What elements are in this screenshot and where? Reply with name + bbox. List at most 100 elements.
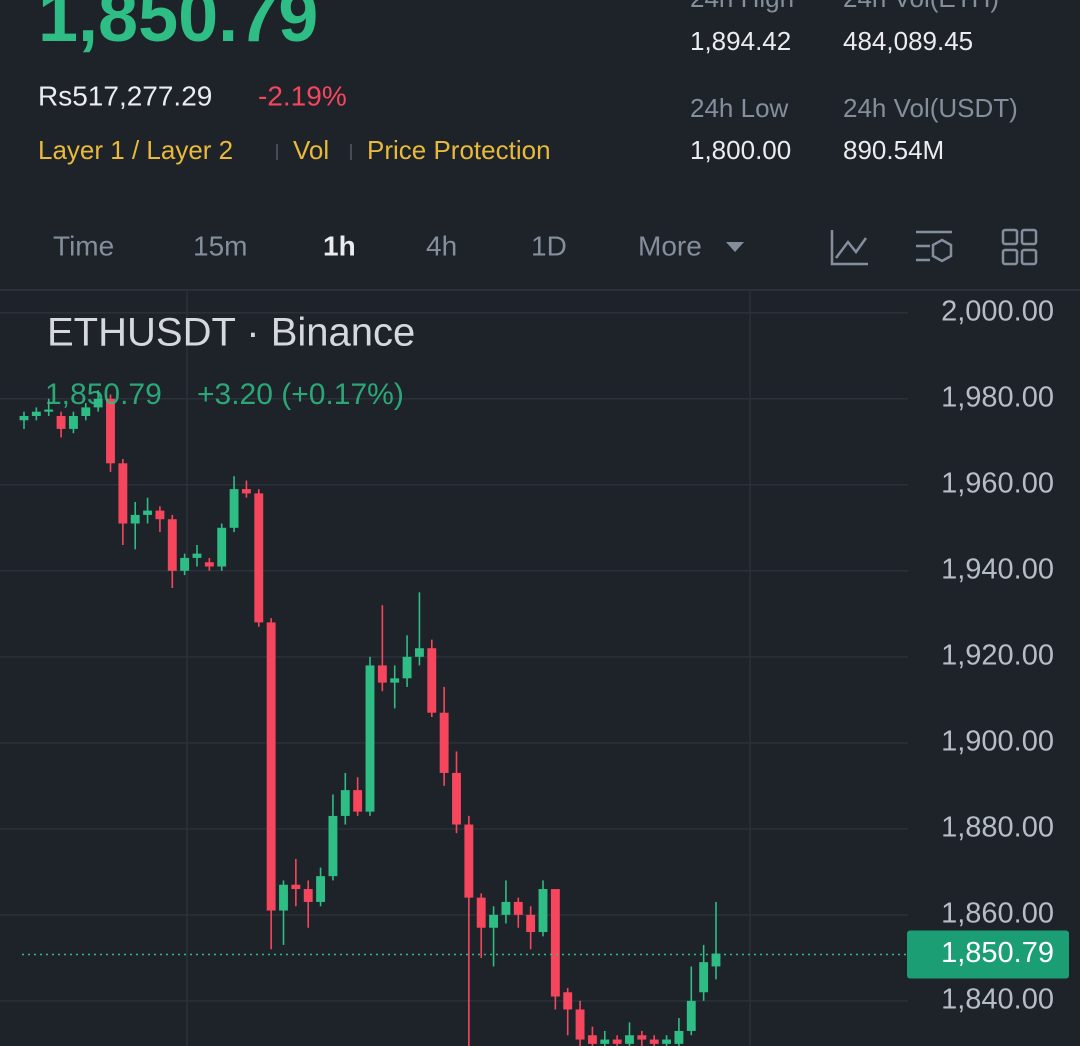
stat-label: 24h Vol(ETH) <box>843 0 999 13</box>
y-tick-label: 1,960.00 <box>941 467 1054 499</box>
candle-body <box>19 416 29 421</box>
candle-body <box>81 407 91 416</box>
indicator-icon[interactable] <box>830 230 868 266</box>
separator <box>350 144 352 160</box>
grid-icon[interactable] <box>1001 228 1019 246</box>
candle-body <box>575 1009 585 1040</box>
candle-body <box>501 901 511 915</box>
tab[interactable]: 1h <box>323 230 356 261</box>
candle-body <box>427 648 437 713</box>
price: 1,850.79 <box>38 0 318 57</box>
candle-body <box>44 409 54 412</box>
y-axis: 2,000.00 1,980.00 1,960.00 1,940.00 1,920.00… <box>907 295 1069 1016</box>
candle-body <box>266 622 276 911</box>
candle-body <box>254 493 264 623</box>
candle-body <box>279 884 288 911</box>
stat-label: 24h High <box>690 0 794 13</box>
candle-body <box>649 1039 659 1044</box>
y-tick-label: 1,860.00 <box>941 897 1054 929</box>
candle-body <box>390 678 400 683</box>
chart-title: ETHUSDT · Binance <box>47 311 415 355</box>
settings-icon[interactable] <box>916 230 952 262</box>
candle-body <box>686 1000 696 1031</box>
candle-body <box>180 557 190 571</box>
candle-body <box>303 889 313 902</box>
toolbar-icons <box>830 228 1038 266</box>
candle-body <box>217 527 227 567</box>
tab[interactable]: 4h <box>426 230 457 261</box>
stat-label: 24h Low <box>690 93 789 123</box>
y-tick-label: 1,980.00 <box>941 381 1054 413</box>
candle-body <box>56 416 66 429</box>
candles <box>19 390 908 1046</box>
candle-body <box>93 398 103 408</box>
candle-body <box>587 1035 597 1044</box>
candle-body <box>229 489 239 528</box>
y-tick-label: 1,880.00 <box>941 811 1054 843</box>
grid-icon <box>1020 248 1038 266</box>
candle-body <box>600 1039 610 1044</box>
candle-body <box>476 897 486 928</box>
candle-body <box>674 1030 684 1044</box>
candle-body <box>192 553 202 558</box>
tab[interactable]: Time <box>53 230 114 261</box>
tag[interactable]: Vol <box>293 135 329 165</box>
stat-value: 1,800.00 <box>690 135 791 165</box>
last-price-label: 1,850.79 <box>941 937 1054 969</box>
candle-body <box>489 914 499 928</box>
tab[interactable]: 15m <box>193 230 247 261</box>
grid-icon <box>1020 228 1038 246</box>
tag[interactable]: Layer 1 / Layer 2 <box>38 135 233 165</box>
candle-body <box>414 648 424 657</box>
candle-body <box>31 411 41 416</box>
stat-value: 484,089.45 <box>843 26 973 56</box>
candle-body <box>155 510 165 520</box>
tag[interactable]: Price Protection <box>367 135 551 165</box>
y-tick-label: 1,920.00 <box>941 639 1054 671</box>
candle-body <box>699 962 709 993</box>
y-tick-label: 1,900.00 <box>941 725 1054 757</box>
candle-body <box>563 992 573 1010</box>
candle-body <box>68 416 78 429</box>
candle-body <box>625 1035 634 1044</box>
y-tick-label: 2,000.00 <box>941 295 1054 327</box>
candle-body <box>377 665 387 683</box>
candle-body <box>439 712 449 773</box>
candle-body <box>204 562 214 567</box>
tab[interactable]: 1D <box>531 230 567 261</box>
candle-body <box>526 914 536 933</box>
candle-body <box>316 876 326 902</box>
candle-body <box>167 519 177 571</box>
candle-body <box>130 514 140 524</box>
fiat-price: Rs517,277.29 <box>38 80 212 111</box>
candle-body <box>340 790 350 816</box>
candle-body <box>612 1039 622 1044</box>
last-price-box <box>907 930 1069 979</box>
candle-body <box>452 772 461 825</box>
y-tick-label: 1,940.00 <box>941 553 1054 585</box>
candle-body <box>711 953 721 967</box>
stat-label: 24h Vol(USDT) <box>843 93 1018 123</box>
grid <box>0 312 908 1002</box>
candle-body <box>464 824 474 898</box>
tab[interactable]: More <box>638 230 702 261</box>
candle-body <box>291 884 301 890</box>
candle-body <box>538 889 548 933</box>
candle-body <box>662 1039 672 1044</box>
candle-body <box>365 665 375 812</box>
settings-icon-hex <box>931 238 953 263</box>
candle-body <box>637 1035 647 1040</box>
candle-body <box>241 489 251 494</box>
candle-body <box>118 463 128 524</box>
y-tick-label: 1,840.00 <box>941 984 1054 1016</box>
change: -2.19% <box>258 80 347 111</box>
candle-body <box>513 901 523 915</box>
candle-body <box>143 510 153 515</box>
stat-value: 1,894.42 <box>690 26 791 56</box>
stat-value: 890.54M <box>843 135 944 165</box>
dropdown-icon <box>726 242 744 252</box>
grid-icon <box>1001 248 1019 266</box>
